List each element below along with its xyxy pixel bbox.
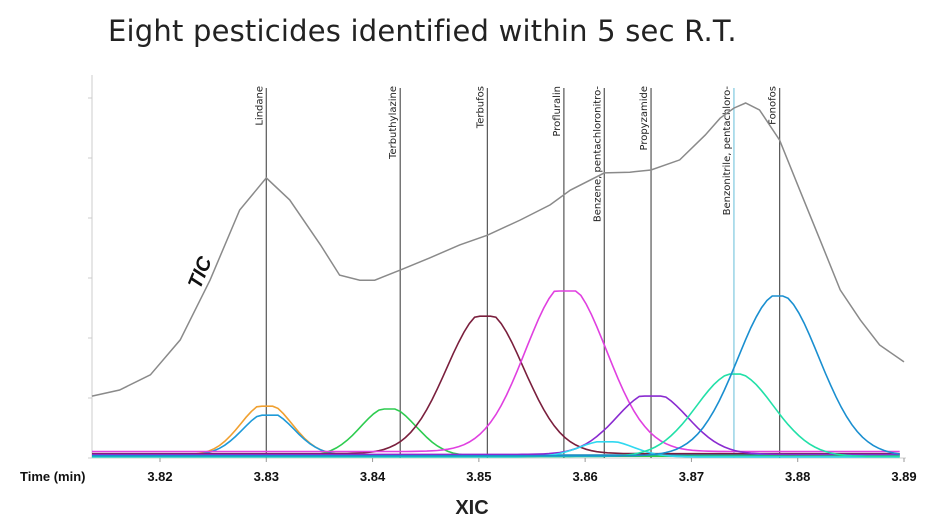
xic-label: XIC [455, 497, 488, 519]
tic-label: TIC [184, 253, 217, 292]
xic-trace [92, 295, 900, 457]
xic-series [92, 290, 900, 458]
peak-marker-label: Profluralin [552, 86, 563, 137]
xic-trace [92, 395, 900, 456]
peak-marker-label: Benzonitrile, pentachloro- [722, 86, 733, 216]
tic-series [91, 102, 905, 397]
tic-trace [91, 102, 905, 397]
x-tick-label: 3.82 [147, 469, 172, 484]
x-tick-label: 3.86 [572, 469, 597, 484]
xic-trace [92, 373, 900, 458]
x-axis-label: Time (min) [20, 469, 86, 484]
x-tick-label: 3.84 [360, 469, 386, 484]
x-tick-label: 3.83 [254, 469, 279, 484]
axes: 3.82 3.83 3.84 3.85 3.86 3.87 3.88 3.89 [88, 75, 917, 484]
x-tick-label: 3.89 [891, 469, 916, 484]
xic-trace [92, 315, 900, 455]
x-tick-label: 3.85 [466, 469, 491, 484]
x-tick-label: 3.87 [679, 469, 704, 484]
chart-title: Eight pesticides identified within 5 sec… [108, 14, 737, 48]
peak-markers: Lindane Terbuthylazine Terbufos Profluralin… [254, 86, 781, 458]
peak-marker-label: Fonofos [768, 86, 779, 125]
peak-marker-label: Terbufos [475, 86, 486, 129]
peak-marker-label: Propyzamide [639, 86, 650, 151]
peak-marker-label: Terbuthylazine [388, 86, 399, 160]
peak-marker-label: Lindane [254, 86, 265, 126]
peak-marker-label: Benzene, pentachloronitro- [592, 86, 603, 222]
xic-trace [92, 290, 900, 453]
x-tick-label: 3.88 [785, 469, 810, 484]
